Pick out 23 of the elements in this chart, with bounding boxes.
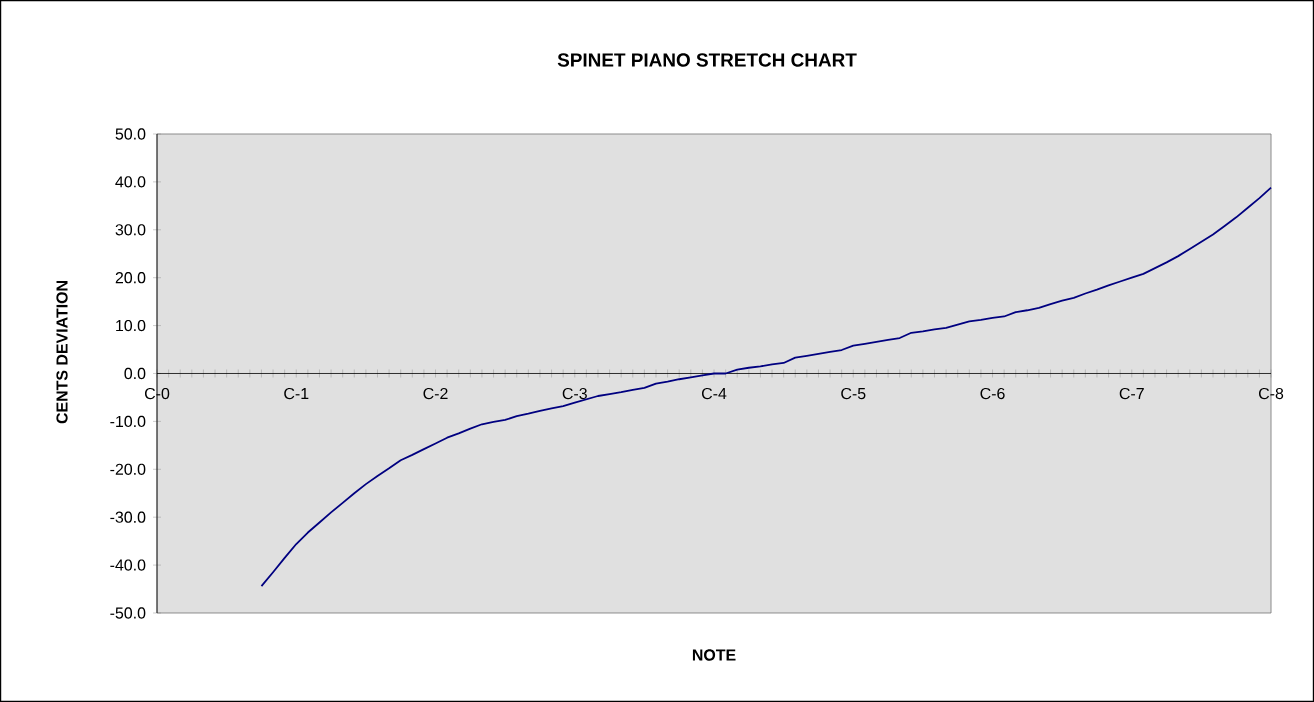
x-tick-label: C-2	[423, 387, 448, 400]
y-tick-label: 50.0	[115, 128, 146, 140]
y-axis-title: CENTS DEVIATION	[56, 281, 68, 424]
x-tick-label: C-8	[1258, 387, 1284, 400]
y-tick-label: 10.0	[116, 319, 146, 332]
chart-title: SPINET PIANO STRETCH CHART	[557, 53, 857, 67]
y-tick-label: -40.0	[110, 559, 146, 571]
y-tick-label: 20.0	[115, 272, 146, 284]
y-tick-label: 40.0	[115, 176, 146, 188]
x-tick-label: C-3	[562, 387, 587, 400]
x-tick-label: C-5	[841, 387, 866, 400]
y-tick-label: -10.0	[110, 415, 146, 428]
x-tick-label: C-7	[1119, 387, 1144, 400]
x-tick-label: C-6	[980, 387, 1005, 400]
x-axis-title: NOTE	[692, 649, 736, 661]
x-tick-label: C-1	[284, 387, 309, 400]
y-tick-label: -20.0	[110, 463, 146, 475]
y-tick-label: -50.0	[110, 607, 146, 619]
y-tick-label: -30.0	[110, 511, 146, 523]
y-tick-label: 0.0	[124, 367, 146, 380]
x-tick-label: C-0	[144, 387, 170, 400]
y-tick-label: 30.0	[115, 224, 146, 236]
x-tick-label: C-4	[701, 387, 727, 400]
